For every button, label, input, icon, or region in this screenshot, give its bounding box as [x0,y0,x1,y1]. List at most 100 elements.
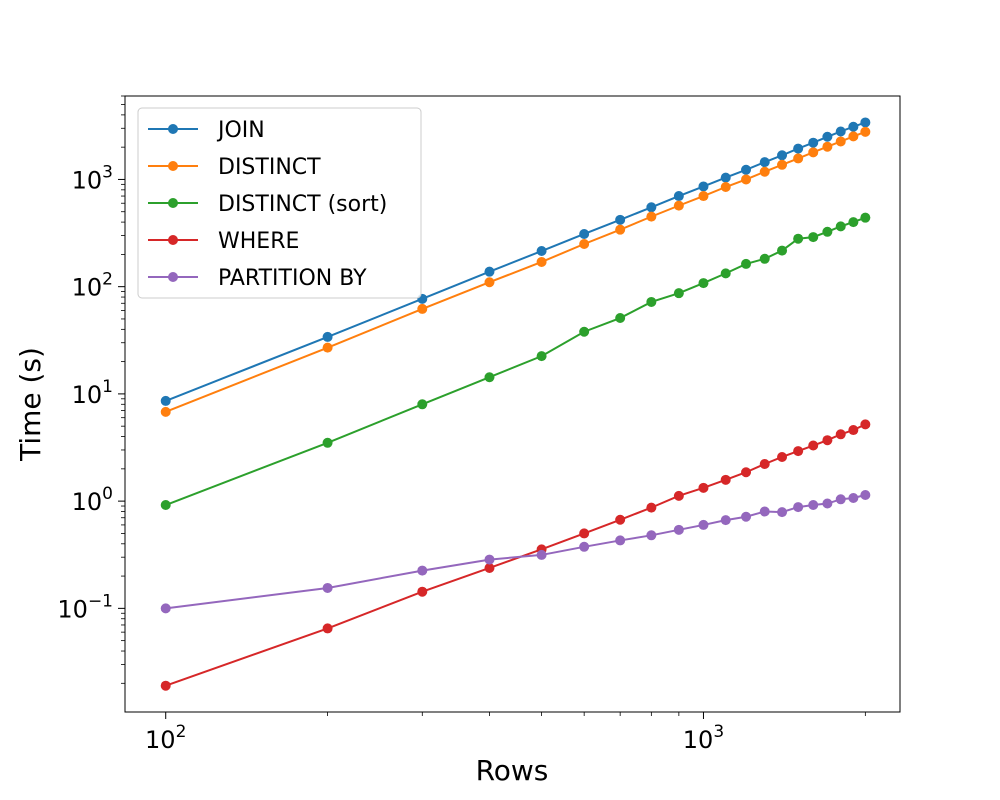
legend: JOIN DISTINCT DISTINCT (sort) WHERE PARTITIO… [137,107,422,299]
data-point [777,150,788,161]
data-point [536,246,547,257]
series-layer [160,117,871,691]
data-point [160,406,171,417]
data-point [615,214,626,225]
legend-item: PARTITION BY [148,266,367,291]
data-point [860,490,871,501]
data-point [860,419,871,430]
data-point [835,221,846,232]
data-point [808,147,819,158]
series-partition-by [160,490,871,614]
data-point [835,429,846,440]
data-point [698,482,709,493]
data-point [646,502,657,513]
data-point [860,126,871,137]
data-point [848,131,859,142]
data-point [673,524,684,535]
data-point [322,342,333,353]
data-point [615,313,626,324]
data-point [615,514,626,525]
data-point [484,266,495,277]
x-tick-label: 103 [683,722,724,754]
y-axis-label: Time (s) [14,347,47,462]
data-point [417,565,428,576]
data-point [322,582,333,593]
y-tick-label: 10−1 [57,591,113,623]
data-point [777,507,788,518]
data-point [579,528,590,539]
data-point [793,143,804,154]
data-point [646,530,657,541]
series-where [160,419,871,691]
data-point [741,511,752,522]
data-point [579,238,590,249]
data-point [741,258,752,269]
data-point [484,372,495,383]
legend-label: PARTITION BY [218,266,367,291]
legend-label: DISTINCT [218,155,321,180]
data-point [579,541,590,552]
y-tick-label: 103 [72,162,113,194]
data-point [808,137,819,148]
data-point [322,623,333,634]
data-point [698,278,709,289]
data-point [536,351,547,362]
data-point [835,126,846,137]
data-point [417,586,428,597]
data-point [646,211,657,222]
data-point [848,217,859,228]
data-point [673,191,684,202]
data-point [848,492,859,503]
x-tick-label: 102 [145,722,186,754]
series-distinct [160,126,871,417]
data-point [808,500,819,511]
data-point [759,166,770,177]
legend-marker [168,124,178,134]
data-point [160,680,171,691]
data-point [615,535,626,546]
data-point [646,296,657,307]
data-point [860,117,871,128]
data-point [673,200,684,211]
data-point [822,226,833,237]
data-point [822,498,833,509]
data-point [698,191,709,202]
legend-label: DISTINCT (sort) [218,192,387,217]
data-point [741,467,752,478]
data-point [322,331,333,342]
y-tick-label: 102 [72,270,113,302]
legend-label: WHERE [218,229,299,254]
legend-marker [168,198,178,208]
data-point [808,440,819,451]
data-point [322,437,333,448]
x-axis-label: Rows [476,754,549,787]
data-point [673,288,684,299]
legend-item: DISTINCT (sort) [148,192,387,217]
data-point [848,425,859,436]
series-distinct-sort [160,212,871,511]
x-axis-ticks: 102 103 [145,712,866,754]
data-point [417,399,428,410]
legend-marker [168,161,178,171]
legend-item: JOIN [148,118,265,143]
data-point [484,554,495,565]
data-point [777,451,788,462]
data-point [417,303,428,314]
data-point [160,500,171,511]
data-point [793,153,804,164]
data-point [793,446,804,457]
y-axis-ticks: 10−1 100 101 102 103 [57,95,125,684]
data-point [835,136,846,147]
legend-item: WHERE [148,229,299,254]
y-tick-label: 101 [72,377,113,409]
data-point [822,131,833,142]
data-point [793,502,804,513]
data-point [536,256,547,267]
data-point [759,506,770,517]
data-point [848,121,859,132]
data-point [484,277,495,288]
data-point [673,490,684,501]
legend-item: DISTINCT [148,155,321,180]
legend-box [137,107,422,299]
data-point [484,562,495,573]
